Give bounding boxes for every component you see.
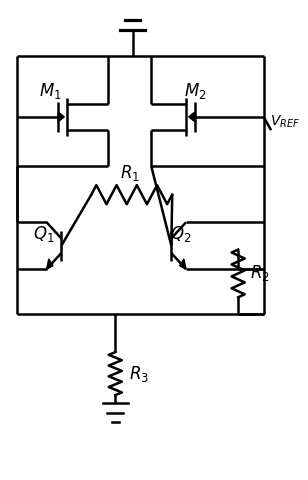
Polygon shape — [180, 259, 186, 269]
Text: $R_3$: $R_3$ — [129, 364, 149, 384]
Text: $R_1$: $R_1$ — [120, 163, 140, 183]
Text: $M_2$: $M_2$ — [184, 81, 207, 101]
Text: $V_{REF}$: $V_{REF}$ — [270, 113, 300, 130]
Text: $Q_1$: $Q_1$ — [33, 224, 54, 244]
Text: $Q_2$: $Q_2$ — [170, 224, 191, 244]
Polygon shape — [58, 112, 64, 121]
Polygon shape — [189, 112, 195, 121]
Polygon shape — [47, 259, 53, 269]
Text: $R_2$: $R_2$ — [250, 264, 270, 283]
Text: $M_1$: $M_1$ — [39, 81, 62, 101]
